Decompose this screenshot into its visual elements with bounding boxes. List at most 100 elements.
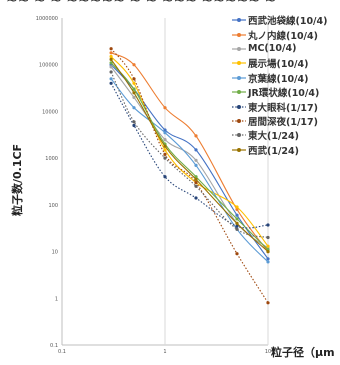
y-tick-label: 100 xyxy=(48,203,58,209)
legend-label: 京葉線(10/4) xyxy=(248,73,309,85)
grid xyxy=(164,18,269,345)
data-point xyxy=(235,224,239,228)
data-point xyxy=(132,77,136,81)
data-point xyxy=(109,77,113,81)
legend-label: MC(10/4) xyxy=(248,43,297,55)
data-point xyxy=(109,65,113,69)
series-line xyxy=(110,56,269,247)
data-point xyxy=(266,244,270,248)
data-point xyxy=(194,175,198,179)
data-point xyxy=(109,57,113,62)
legend-item: 居間深夜(1/17) xyxy=(232,114,340,128)
legend-label: 東大(1/24) xyxy=(248,131,299,143)
y-tick-label: 10000 xyxy=(42,109,58,115)
data-point xyxy=(235,227,239,231)
y-tick-labels: 0.1 1 10 100 1000 10000 100000 1000000 xyxy=(36,16,58,349)
legend-swatch xyxy=(232,104,246,109)
legend-swatch xyxy=(232,147,246,152)
data-point xyxy=(194,158,198,162)
series-line xyxy=(110,59,269,253)
data-point xyxy=(235,213,239,217)
data-point xyxy=(163,131,167,135)
data-point xyxy=(132,81,136,85)
legend-label: 西武(1/24) xyxy=(248,145,299,157)
data-point xyxy=(163,156,167,160)
data-point xyxy=(194,181,198,185)
data-point xyxy=(194,148,198,152)
series-7 xyxy=(109,47,270,305)
legend-label: 展示場(10/4) xyxy=(248,59,309,71)
series-lines xyxy=(109,47,270,305)
data-point xyxy=(194,163,198,167)
legend-swatch xyxy=(232,46,246,51)
x-tick-label: 10 xyxy=(265,349,271,355)
y-tick-label: 1 xyxy=(55,296,58,302)
series-9 xyxy=(109,57,270,254)
legend-swatch xyxy=(232,118,246,123)
data-point xyxy=(132,120,136,124)
legend-item: 展示場(10/4) xyxy=(232,56,340,70)
data-point xyxy=(194,196,198,200)
data-point xyxy=(163,148,167,152)
data-point xyxy=(194,134,198,138)
series-line xyxy=(110,78,269,263)
legend-swatch xyxy=(232,90,246,95)
y-tick-label: 1000 xyxy=(45,156,58,162)
y-tick-label: 10 xyxy=(52,250,58,256)
data-point xyxy=(109,51,113,55)
legend-item: 東大(1/24) xyxy=(232,128,340,142)
series-line xyxy=(110,71,269,239)
data-point xyxy=(163,128,167,132)
data-point xyxy=(266,260,270,264)
legend-item: JR環状線(10/4) xyxy=(232,85,340,99)
legend-swatch xyxy=(232,75,246,80)
data-point xyxy=(266,301,270,305)
data-point xyxy=(132,95,136,99)
legend-item: 西武(1/24) xyxy=(232,143,340,157)
legend-swatch xyxy=(232,61,246,66)
data-point xyxy=(266,223,270,227)
data-point xyxy=(266,235,270,240)
data-point xyxy=(132,106,136,110)
legend-swatch xyxy=(232,133,246,138)
data-point xyxy=(132,91,136,95)
x-tick-label: 0.1 xyxy=(58,349,66,355)
data-point xyxy=(132,87,136,91)
x-tick-labels: 0.1 1 10 xyxy=(58,349,271,355)
legend-label: 西武池袋線(10/4) xyxy=(248,16,328,28)
data-point xyxy=(109,70,113,74)
legend-label: 丸ノ内線(10/4) xyxy=(248,30,318,42)
data-point xyxy=(235,207,239,211)
legend-item: 丸ノ内線(10/4) xyxy=(232,27,340,42)
top-title-fragment: ~~ ~ ~ ~~~~~ ~ ~ ~~~ ~~~~~ ~ xyxy=(6,0,277,9)
series-line xyxy=(110,62,269,250)
data-point xyxy=(109,81,113,85)
x-tick-label: 1 xyxy=(163,349,166,355)
data-point xyxy=(194,184,198,188)
data-point xyxy=(109,47,113,51)
legend-label: 居間深夜(1/17) xyxy=(248,116,318,128)
data-point xyxy=(266,250,270,254)
data-point xyxy=(163,144,167,148)
data-point xyxy=(132,63,136,67)
data-point xyxy=(235,221,239,225)
legend-item: 西武池袋線(10/4) xyxy=(232,13,340,27)
legend-swatch xyxy=(232,32,246,37)
y-tick-label: 100000 xyxy=(39,63,58,69)
data-point xyxy=(266,257,270,261)
legend: 西武池袋線(10/4) 丸ノ内線(10/4) MC(10/4) 展示場(10/4) 京葉… xyxy=(232,13,340,157)
y-tick-label: 0.1 xyxy=(50,343,58,349)
legend-item: MC(10/4) xyxy=(232,42,340,56)
data-point xyxy=(163,152,167,156)
data-point xyxy=(163,106,167,110)
y-axis-label: 粒子数/0.1CF xyxy=(11,143,24,217)
data-point xyxy=(109,61,113,65)
legend-swatch xyxy=(232,18,246,23)
legend-item: 東大眼科(1/17) xyxy=(232,99,340,114)
data-point xyxy=(194,177,198,181)
series-8 xyxy=(109,70,270,240)
series-5 xyxy=(109,61,270,252)
data-point xyxy=(235,217,239,221)
legend-label: 東大眼科(1/17) xyxy=(248,102,318,114)
